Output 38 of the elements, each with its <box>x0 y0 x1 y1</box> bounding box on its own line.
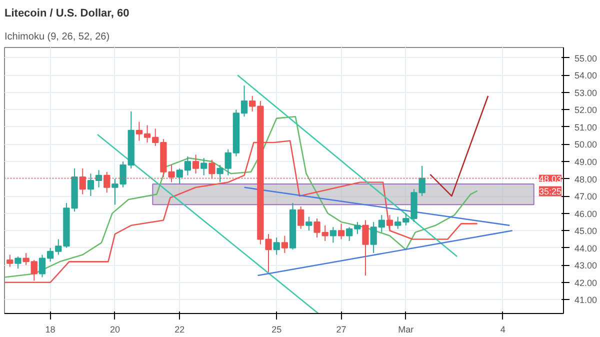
y-tick-label: 49.00 <box>574 157 598 167</box>
x-tick-label: 25 <box>272 324 282 334</box>
x-tick-label: 20 <box>110 324 120 334</box>
x-tick-label: 22 <box>174 324 185 334</box>
candlestick <box>330 226 336 244</box>
candlestick <box>273 237 280 256</box>
y-tick-label: 55.00 <box>574 53 598 64</box>
y-tick-label: 53.00 <box>574 88 598 98</box>
candlestick <box>281 235 288 254</box>
candlestick <box>192 154 200 174</box>
x-tick-label: 18 <box>45 324 56 334</box>
y-tick-label: 52.00 <box>574 105 598 116</box>
candlestick <box>386 214 394 232</box>
x-tick-label: Mar <box>398 324 414 334</box>
candlestick <box>14 256 22 270</box>
y-tick-label: 47.00 <box>574 192 598 202</box>
ref-line-label: 48.03 <box>538 174 562 184</box>
candlestick <box>306 216 312 232</box>
y-tick-label: 54.00 <box>574 70 598 81</box>
y-tick-label: 51.00 <box>574 122 598 132</box>
candlestick <box>6 254 14 268</box>
x-tick-label: 27 <box>336 324 346 334</box>
y-tick-label: 44.00 <box>574 243 598 254</box>
x-tick-label: 4 <box>500 324 506 334</box>
y-tick-label: 42.00 <box>574 278 598 288</box>
chart-title: Litecoin / U.S. Dollar, 60 <box>4 8 130 20</box>
candlestick <box>298 206 304 230</box>
y-tick-label: 43.00 <box>574 260 598 271</box>
y-tick-label: 41.00 <box>574 295 598 306</box>
y-tick-label: 46.00 <box>574 208 598 219</box>
candlestick <box>200 158 208 176</box>
candlestick <box>338 223 345 240</box>
y-tick-label: 50.00 <box>574 140 598 150</box>
y-tick-label: 48.00 <box>574 174 598 184</box>
chart-subtitle: Ichimoku (9, 26, 52, 26) <box>4 32 110 42</box>
annotation: 35:25 <box>538 186 562 196</box>
y-tick-label: 45.00 <box>574 226 598 236</box>
candlestick <box>362 220 369 276</box>
